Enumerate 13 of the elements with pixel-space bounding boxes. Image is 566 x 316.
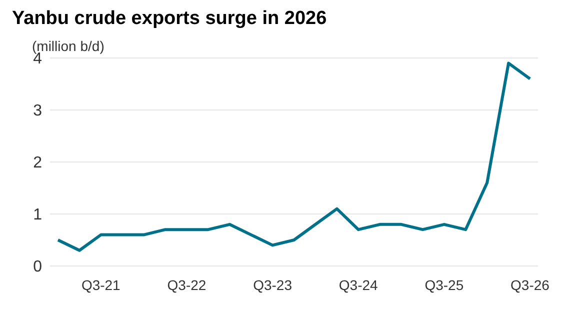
line-series xyxy=(56,62,532,252)
x-tick-label: Q3-25 xyxy=(424,276,464,293)
x-tick-label: Q3-21 xyxy=(81,276,121,293)
x-tick-label: Q3-22 xyxy=(167,276,206,293)
x-tick-label: Q3-24 xyxy=(338,276,378,293)
y-tick-label: 0 xyxy=(33,258,42,276)
y-tick-label: 1 xyxy=(33,206,42,224)
y-tick-label: 2 xyxy=(33,154,42,172)
y-axis-title: (million b/d) xyxy=(32,38,104,54)
x-tick-label: Q3-26 xyxy=(510,276,550,293)
chart-title: Yanbu crude exports surge in 2026 xyxy=(12,8,327,30)
y-tick-label: 3 xyxy=(33,102,42,120)
x-tick-label: Q3-23 xyxy=(253,276,292,293)
